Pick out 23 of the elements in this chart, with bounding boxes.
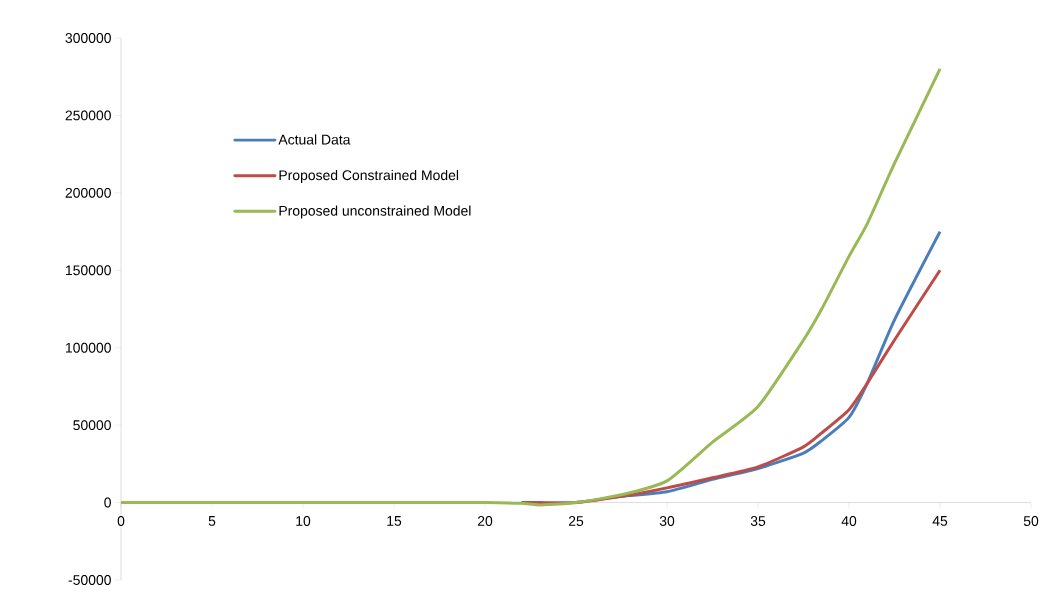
x-tick-label: 40 bbox=[841, 516, 857, 526]
legend-label: Proposed Constrained Model bbox=[279, 169, 459, 183]
legend-label: Proposed unconstrained Model bbox=[279, 205, 471, 219]
y-tick-label: -50000 bbox=[68, 575, 111, 585]
y-tick-label: 200000 bbox=[65, 187, 111, 198]
x-tick-label: 20 bbox=[477, 516, 493, 526]
x-tick-label: 10 bbox=[296, 516, 311, 526]
x-tick-label: 15 bbox=[387, 516, 402, 526]
line-series bbox=[119, 67, 942, 507]
y-tick-label: 100000 bbox=[66, 342, 111, 353]
y-tick-label: 50000 bbox=[73, 420, 111, 431]
x-tick-label: 35 bbox=[750, 516, 766, 526]
x-tick-label: 5 bbox=[208, 516, 216, 526]
y-tick-label: 0 bbox=[104, 497, 111, 508]
legend-label: Actual Data bbox=[278, 134, 351, 145]
x-tick-label: 50 bbox=[1023, 516, 1039, 526]
y-tick-label: 150000 bbox=[66, 265, 111, 276]
x-tick-label: 45 bbox=[932, 516, 948, 526]
y-tick-label: 300000 bbox=[65, 33, 111, 43]
x-tick-label: 30 bbox=[659, 516, 675, 526]
x-tick-label: 25 bbox=[568, 516, 584, 526]
x-tick-label: 0 bbox=[117, 516, 125, 526]
y-tick-label: 250000 bbox=[65, 110, 111, 121]
